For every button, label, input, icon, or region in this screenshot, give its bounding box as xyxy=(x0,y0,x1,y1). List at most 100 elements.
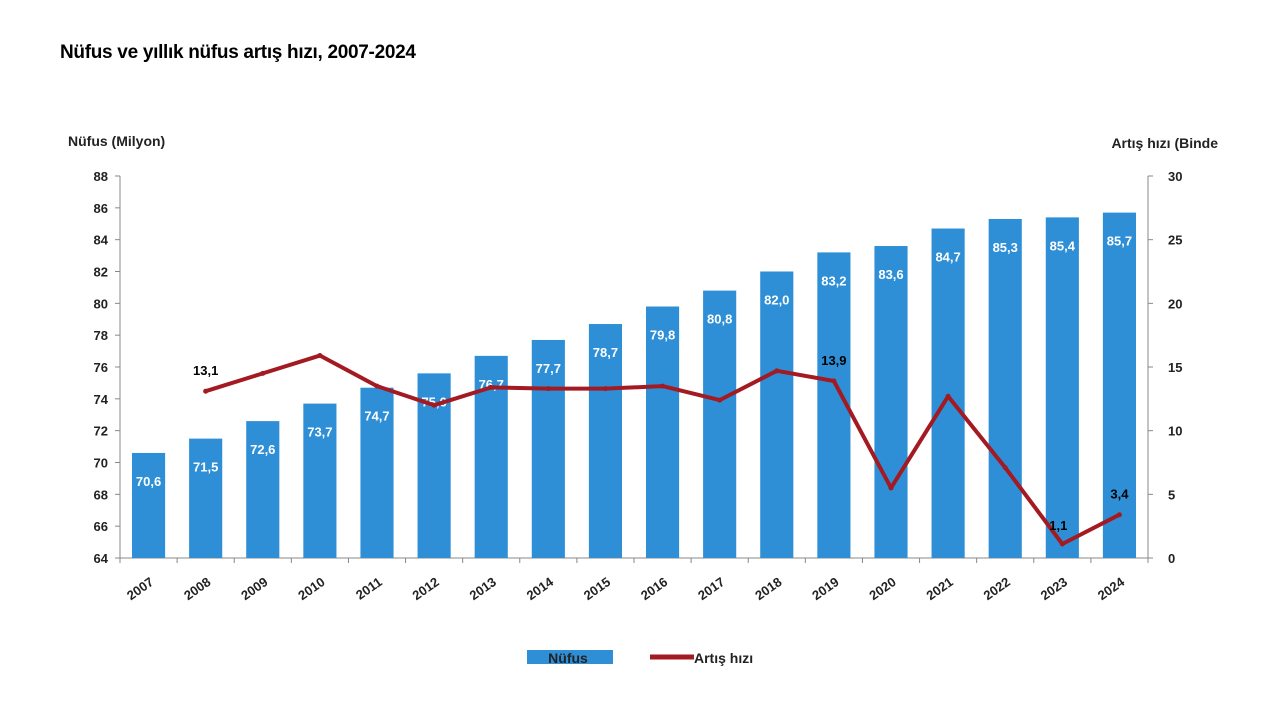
bar-label: 74,7 xyxy=(364,409,389,424)
y2-tick-label: 25 xyxy=(1168,233,1182,248)
growth-rate-point xyxy=(1059,541,1065,547)
x-tick-label: 2024 xyxy=(1095,574,1128,603)
bar-label: 85,4 xyxy=(1050,238,1076,253)
x-tick-label: 2018 xyxy=(752,574,784,603)
bar xyxy=(360,387,394,558)
growth-rate-point xyxy=(1002,465,1008,471)
growth-rate-point xyxy=(260,370,266,376)
bar-label: 78,7 xyxy=(593,345,618,360)
y-tick-label: 74 xyxy=(94,392,109,407)
y-tick-label: 86 xyxy=(94,201,108,216)
bar-label: 71,5 xyxy=(193,460,218,475)
bar-label: 77,7 xyxy=(536,361,561,376)
bar-label: 75,6 xyxy=(421,394,446,409)
growth-rate-label: 13,9 xyxy=(821,353,846,368)
bar xyxy=(531,339,565,558)
growth-rate-point xyxy=(945,393,951,399)
y-tick-label: 76 xyxy=(94,360,108,375)
y-tick-label: 82 xyxy=(94,265,108,280)
y2-tick-label: 0 xyxy=(1168,551,1175,566)
bar xyxy=(131,452,166,558)
bar-label: 79,8 xyxy=(650,328,675,343)
growth-rate-point xyxy=(717,397,723,403)
x-tick-label: 2009 xyxy=(238,574,270,603)
growth-rate-point xyxy=(545,386,551,392)
x-tick-label: 2017 xyxy=(695,574,727,603)
bar xyxy=(1045,217,1079,558)
y2-tick-label: 30 xyxy=(1168,169,1182,184)
growth-rate-label: 13,1 xyxy=(193,363,218,378)
x-tick-label: 2008 xyxy=(181,574,213,603)
growth-rate-point xyxy=(774,368,780,374)
growth-rate-label: 1,1 xyxy=(1049,518,1067,533)
growth-rate-point xyxy=(317,353,323,359)
y2-axis-title: Artış hızı (Binde xyxy=(1111,135,1218,151)
bar xyxy=(189,438,223,558)
legend-label-bar: Nüfus xyxy=(548,650,588,666)
bar xyxy=(246,421,280,558)
legend-label-line: Artış hızı xyxy=(694,650,753,666)
bar-label: 80,8 xyxy=(707,312,732,327)
bar xyxy=(1102,212,1137,558)
bar xyxy=(645,306,680,558)
bar-label: 70,6 xyxy=(136,474,161,489)
x-tick-label: 2012 xyxy=(410,574,442,603)
growth-rate-point xyxy=(488,384,494,390)
y-tick-label: 80 xyxy=(94,296,108,311)
y2-tick-label: 5 xyxy=(1168,487,1175,502)
bar-label: 85,7 xyxy=(1107,234,1132,249)
bar xyxy=(931,228,965,558)
y-tick-label: 66 xyxy=(94,519,108,534)
bar xyxy=(760,271,794,558)
y-tick-label: 78 xyxy=(94,328,108,343)
x-tick-label: 2019 xyxy=(809,574,841,603)
x-tick-label: 2013 xyxy=(467,574,499,603)
y-tick-label: 70 xyxy=(94,456,108,471)
y2-tick-label: 10 xyxy=(1168,424,1182,439)
bar-label: 72,6 xyxy=(250,442,275,457)
growth-rate-point xyxy=(888,485,894,491)
bar xyxy=(588,324,623,558)
growth-rate-point xyxy=(374,383,380,389)
y-axis-title: Nüfus (Milyon) xyxy=(68,133,165,149)
growth-rate-label: 3,4 xyxy=(1110,487,1129,502)
x-tick-label: 2022 xyxy=(981,574,1013,603)
x-tick-label: 2010 xyxy=(295,574,327,603)
bar xyxy=(874,246,908,559)
growth-rate-point xyxy=(602,386,608,392)
x-tick-label: 2011 xyxy=(353,574,385,602)
y2-tick-label: 20 xyxy=(1168,296,1182,311)
bar-label: 83,6 xyxy=(878,267,903,282)
x-tick-label: 2007 xyxy=(124,574,156,603)
bar-label: 85,3 xyxy=(993,240,1018,255)
plot-area: 64 66 68 70 72 74 76 78 80 82 84 86 88 0 5 10 15 20 25 30 20… xyxy=(94,169,1183,603)
growth-rate-point xyxy=(660,383,666,389)
growth-rate-point xyxy=(831,378,837,384)
legend-swatch-bar xyxy=(527,650,613,664)
bar-label: 84,7 xyxy=(935,250,960,265)
y-tick-label: 72 xyxy=(94,424,108,439)
y-tick-label: 64 xyxy=(94,551,109,566)
growth-rate-point xyxy=(203,388,209,394)
x-tick-label: 2015 xyxy=(581,574,613,603)
bar-label: 83,2 xyxy=(821,273,846,288)
y-tick-label: 88 xyxy=(94,169,108,184)
y-tick-label: 84 xyxy=(94,233,109,248)
bar-label: 73,7 xyxy=(307,425,332,440)
x-tick-label: 2023 xyxy=(1038,574,1070,603)
x-tick-label: 2016 xyxy=(638,574,670,603)
growth-rate-point xyxy=(431,402,437,408)
x-tick-label: 2020 xyxy=(866,574,898,603)
x-tick-label: 2014 xyxy=(524,574,557,603)
chart-title: Nüfus ve yıllık nüfus artış hızı, 2007-2… xyxy=(60,42,416,63)
y-tick-label: 68 xyxy=(94,487,108,502)
bar-label: 82,0 xyxy=(764,293,789,308)
y2-tick-label: 15 xyxy=(1168,360,1182,375)
bar xyxy=(303,403,337,558)
legend: Nüfus Artış hızı xyxy=(527,650,753,666)
bar xyxy=(703,290,737,558)
x-tick-label: 2021 xyxy=(924,574,956,603)
growth-rate-point xyxy=(1116,512,1122,518)
bar xyxy=(988,218,1022,558)
